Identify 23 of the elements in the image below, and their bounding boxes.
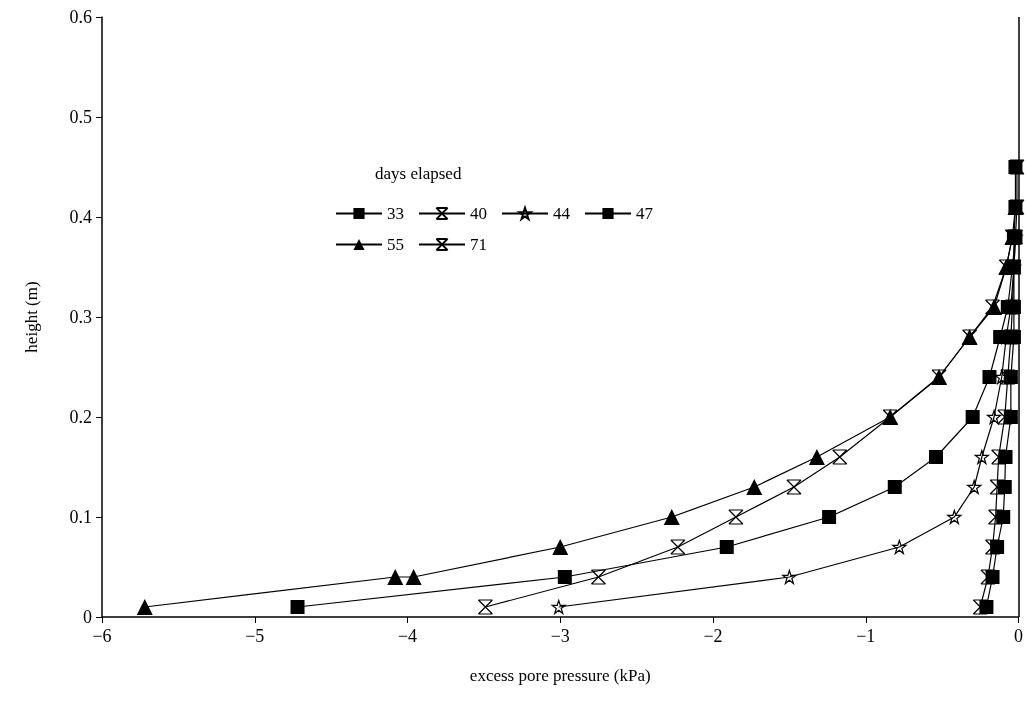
legend-label: 71: [470, 235, 487, 254]
x-tick-label: −6: [92, 626, 112, 646]
y-tick-label: 0.4: [69, 207, 92, 227]
x-tick-label: −4: [397, 626, 418, 646]
legend-label: 33: [387, 204, 404, 223]
x-tick-label: −2: [703, 626, 723, 646]
x-tick-label: −1: [856, 626, 876, 646]
x-tick-label: 0: [1014, 626, 1023, 646]
y-tick-label: 0.1: [69, 507, 92, 527]
x-tick-label: −3: [550, 626, 570, 646]
y-tick-label: 0.5: [69, 107, 92, 127]
legend-label: 44: [553, 204, 571, 223]
x-axis-title: excess pore pressure (kPa): [469, 666, 651, 685]
y-tick-label: 0.2: [69, 407, 92, 427]
y-axis-title: height (m): [22, 281, 41, 353]
legend-label: 40: [470, 204, 487, 223]
legend-label: 55: [387, 235, 404, 254]
y-tick-label: 0.3: [69, 307, 92, 327]
legend-label: 47: [636, 204, 654, 223]
y-tick-label: 0.6: [69, 7, 92, 27]
legend-title: days elapsed: [375, 164, 462, 183]
x-tick-label: −5: [245, 626, 265, 646]
y-tick-label: 0: [83, 607, 92, 627]
